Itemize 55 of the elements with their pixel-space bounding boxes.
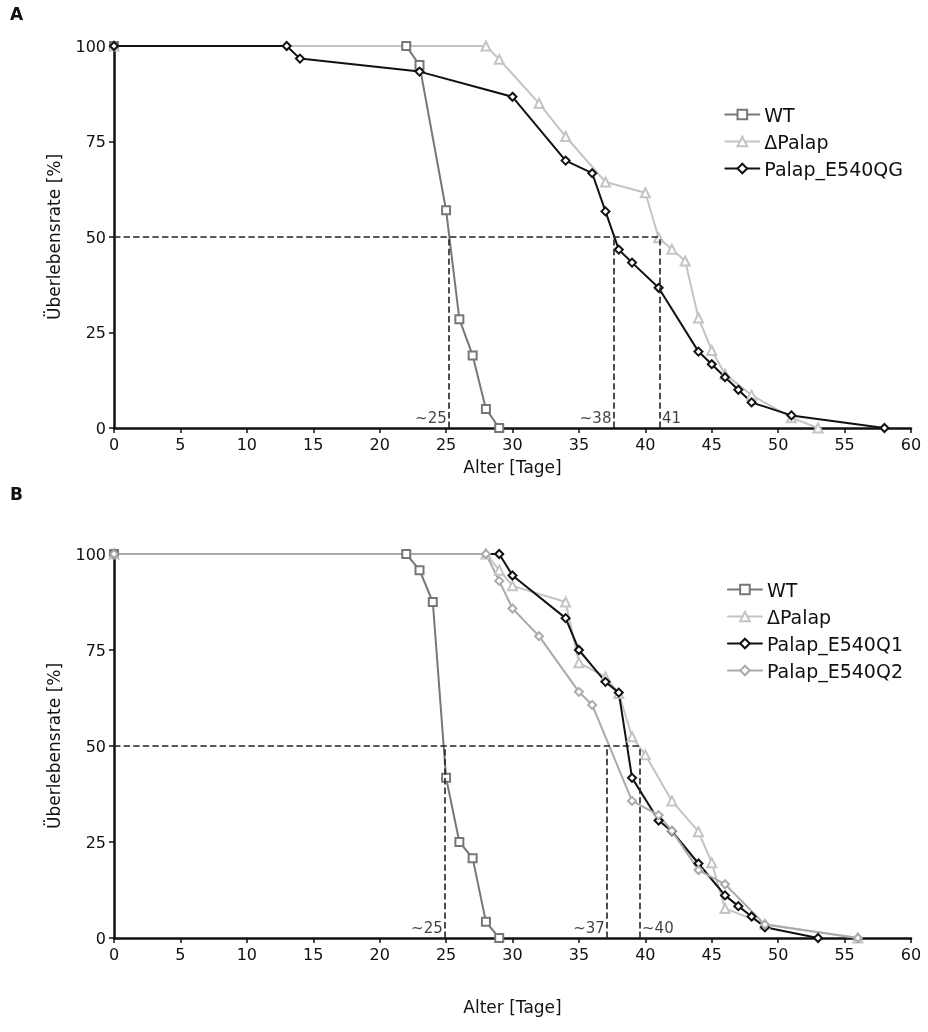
x-axis-title: Alter [Tage] <box>463 456 562 477</box>
x-tick-label: 15 <box>303 944 324 964</box>
y-tick-label: 0 <box>95 418 106 438</box>
x-tick-label: 45 <box>701 434 722 454</box>
x-tick-label: 20 <box>369 944 390 964</box>
x-tick-label: 20 <box>369 434 390 454</box>
x-tick-label: 50 <box>767 434 789 454</box>
y-tick-label: 50 <box>85 227 106 247</box>
x-tick-label: 30 <box>502 944 523 964</box>
ref-line-label: ~40 <box>642 919 674 937</box>
y-tick-label: 50 <box>85 736 106 756</box>
x-tick-label: 40 <box>635 434 656 454</box>
x-axis-title: Alter [Tage] <box>463 996 562 1017</box>
y-axis-title: Überlebensrate [%] <box>42 153 64 321</box>
legend-label: WT <box>764 103 796 126</box>
y-tick-label: 100 <box>75 544 106 564</box>
y-tick-label: 75 <box>85 132 106 151</box>
x-tick-label: 15 <box>303 434 324 454</box>
y-tick-label: 0 <box>95 928 106 948</box>
x-tick-label: 60 <box>900 434 922 454</box>
legend-label: Palap_E540QG <box>764 157 904 181</box>
x-tick-label: 30 <box>502 434 523 454</box>
x-tick-label: 25 <box>435 944 457 964</box>
x-tick-label: 50 <box>767 944 789 964</box>
y-tick-label: 25 <box>85 832 106 852</box>
y-tick-label: 75 <box>85 640 106 660</box>
x-tick-label: 10 <box>236 434 258 454</box>
x-tick-label: 5 <box>175 944 186 964</box>
x-tick-label: 35 <box>568 944 590 964</box>
legend-label: Palap_E540Q2 <box>766 659 903 683</box>
x-tick-label: 55 <box>834 434 855 454</box>
legend-label: ΔPalap <box>766 605 832 628</box>
legend-label: Palap_E540Q1 <box>766 632 903 656</box>
legend-label: ΔPalap <box>764 130 829 153</box>
x-tick-label: 25 <box>435 434 457 454</box>
x-tick-label: 0 <box>108 944 120 964</box>
x-tick-label: 0 <box>108 434 120 454</box>
legend-label: WT <box>766 578 798 601</box>
x-tick-label: 10 <box>236 944 258 964</box>
ref-line-label: ~25 <box>411 919 443 937</box>
x-tick-label: 55 <box>834 944 855 964</box>
x-tick-label: 5 <box>175 434 186 454</box>
x-tick-label: 45 <box>701 944 722 964</box>
chart-title: A <box>10 3 24 24</box>
y-tick-label: 100 <box>75 36 106 56</box>
x-tick-label: 35 <box>568 434 590 454</box>
chart-title: B <box>10 483 23 504</box>
ref-line-label: ~25 <box>415 409 447 427</box>
y-axis-title: Überlebensrate [%] <box>42 662 64 830</box>
ref-line-label: ~38 <box>579 409 612 427</box>
x-tick-label: 60 <box>900 944 922 964</box>
ref-line-label: 41 <box>661 409 682 427</box>
ref-line-label: ~37 <box>573 919 605 937</box>
y-tick-label: 25 <box>85 323 106 342</box>
x-tick-label: 40 <box>635 944 656 964</box>
